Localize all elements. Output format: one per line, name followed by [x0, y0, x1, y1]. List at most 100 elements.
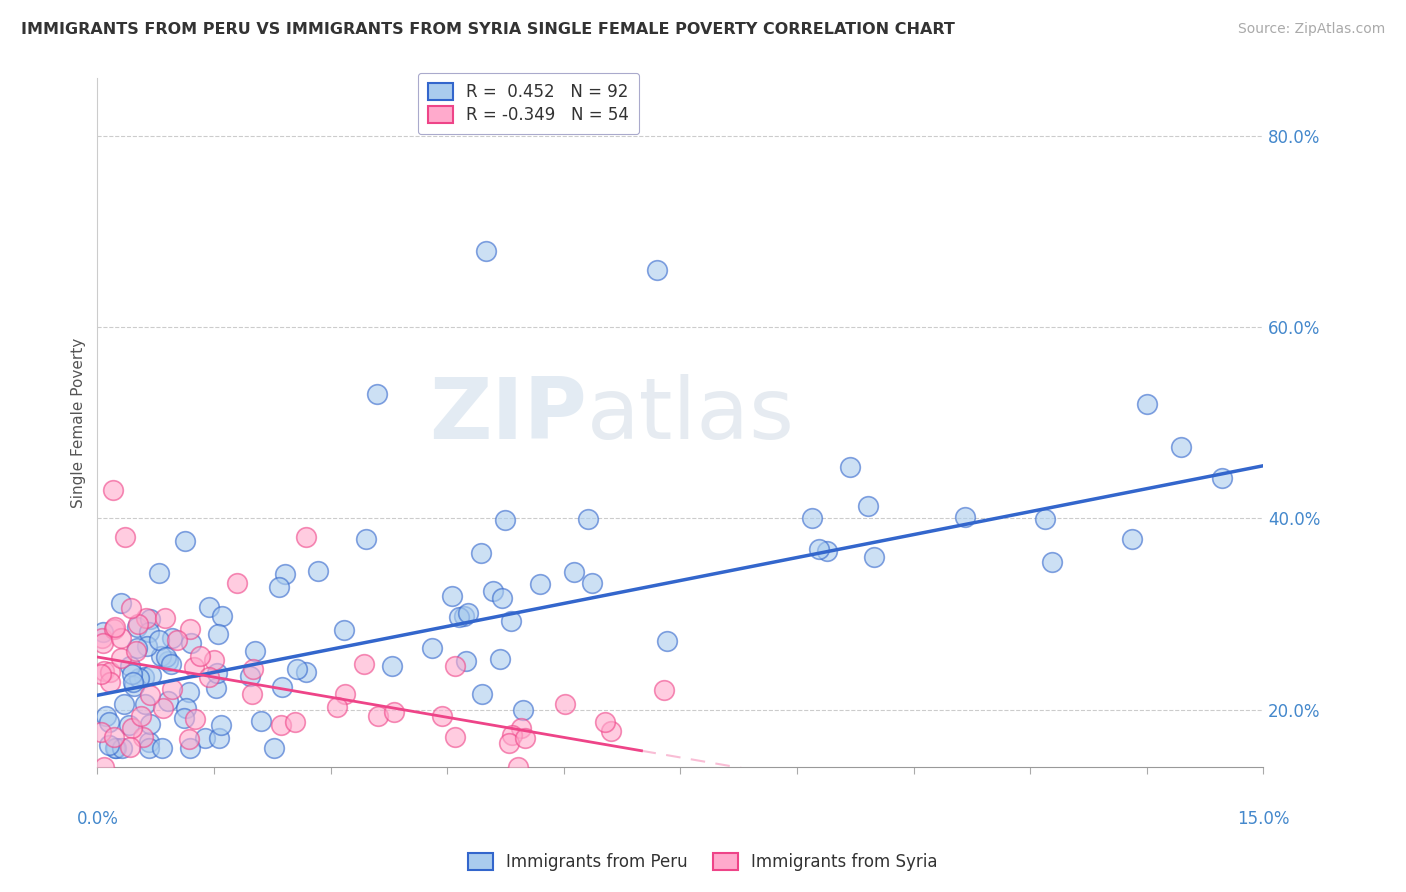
- Point: [801, 511, 824, 525]
- Point: [138, 735, 160, 749]
- Point: [1121, 532, 1143, 546]
- Point: [179, 622, 201, 636]
- Point: [125, 643, 148, 657]
- Point: [470, 546, 492, 560]
- Point: [121, 666, 143, 681]
- Point: [1211, 471, 1233, 485]
- Point: [269, 580, 291, 594]
- Point: [120, 601, 142, 615]
- Point: [440, 590, 463, 604]
- Point: [382, 706, 405, 720]
- Point: [110, 740, 132, 755]
- Point: [270, 717, 292, 731]
- Point: [443, 659, 465, 673]
- Point: [129, 708, 152, 723]
- Point: [307, 564, 329, 578]
- Point: [295, 665, 318, 679]
- Point: [381, 659, 404, 673]
- Point: [184, 712, 207, 726]
- Point: [207, 627, 229, 641]
- Point: [180, 636, 202, 650]
- Point: [105, 740, 128, 755]
- Point: [1033, 512, 1056, 526]
- Point: [173, 711, 195, 725]
- Point: [249, 714, 271, 728]
- Text: IMMIGRANTS FROM PERU VS IMMIGRANTS FROM SYRIA SINGLE FEMALE POVERTY CORRELATION : IMMIGRANTS FROM PERU VS IMMIGRANTS FROM …: [21, 22, 955, 37]
- Point: [197, 600, 219, 615]
- Point: [205, 666, 228, 681]
- Point: [166, 632, 188, 647]
- Point: [112, 697, 135, 711]
- Point: [226, 576, 249, 591]
- Point: [420, 640, 443, 655]
- Point: [141, 668, 163, 682]
- Point: [157, 654, 180, 668]
- Point: [491, 591, 513, 605]
- Point: [90, 667, 112, 681]
- Point: [188, 648, 211, 663]
- Point: [501, 728, 523, 742]
- Point: [581, 575, 603, 590]
- Point: [120, 739, 142, 754]
- Point: [858, 500, 880, 514]
- Point: [98, 675, 121, 690]
- Point: [202, 653, 225, 667]
- Point: [122, 679, 145, 693]
- Point: [153, 611, 176, 625]
- Point: [494, 513, 516, 527]
- Point: [325, 699, 347, 714]
- Point: [242, 662, 264, 676]
- Point: [1042, 556, 1064, 570]
- Point: [489, 652, 512, 666]
- Point: [110, 596, 132, 610]
- Point: [148, 633, 170, 648]
- Point: [157, 694, 180, 708]
- Point: [353, 657, 375, 671]
- Point: [208, 731, 231, 745]
- Point: [103, 622, 125, 636]
- Point: [471, 687, 494, 701]
- Point: [554, 697, 576, 711]
- Point: [90, 725, 112, 739]
- Point: [132, 730, 155, 744]
- Point: [177, 731, 200, 746]
- Point: [134, 697, 156, 711]
- Point: [118, 718, 141, 732]
- Point: [101, 483, 124, 497]
- Point: [150, 740, 173, 755]
- Legend: Immigrants from Peru, Immigrants from Syria: Immigrants from Peru, Immigrants from Sy…: [460, 845, 946, 880]
- Point: [838, 460, 860, 475]
- Point: [174, 534, 197, 549]
- Point: [136, 639, 159, 653]
- Point: [513, 731, 536, 746]
- Point: [103, 620, 125, 634]
- Point: [198, 670, 221, 684]
- Point: [953, 510, 976, 524]
- Point: [454, 654, 477, 668]
- Point: [98, 739, 121, 753]
- Text: atlas: atlas: [588, 375, 794, 458]
- Point: [205, 681, 228, 696]
- Point: [295, 530, 318, 544]
- Point: [121, 721, 143, 735]
- Point: [139, 612, 162, 626]
- Point: [475, 244, 498, 258]
- Text: Source: ZipAtlas.com: Source: ZipAtlas.com: [1237, 22, 1385, 37]
- Point: [243, 644, 266, 658]
- Point: [183, 660, 205, 674]
- Point: [600, 723, 623, 738]
- Point: [174, 700, 197, 714]
- Point: [512, 703, 534, 717]
- Point: [139, 716, 162, 731]
- Point: [862, 549, 884, 564]
- Point: [430, 709, 453, 723]
- Point: [808, 541, 831, 556]
- Point: [148, 566, 170, 581]
- Point: [529, 577, 551, 591]
- Point: [211, 609, 233, 624]
- Point: [457, 607, 479, 621]
- Point: [652, 683, 675, 698]
- Point: [160, 681, 183, 696]
- Point: [655, 633, 678, 648]
- Point: [132, 671, 155, 685]
